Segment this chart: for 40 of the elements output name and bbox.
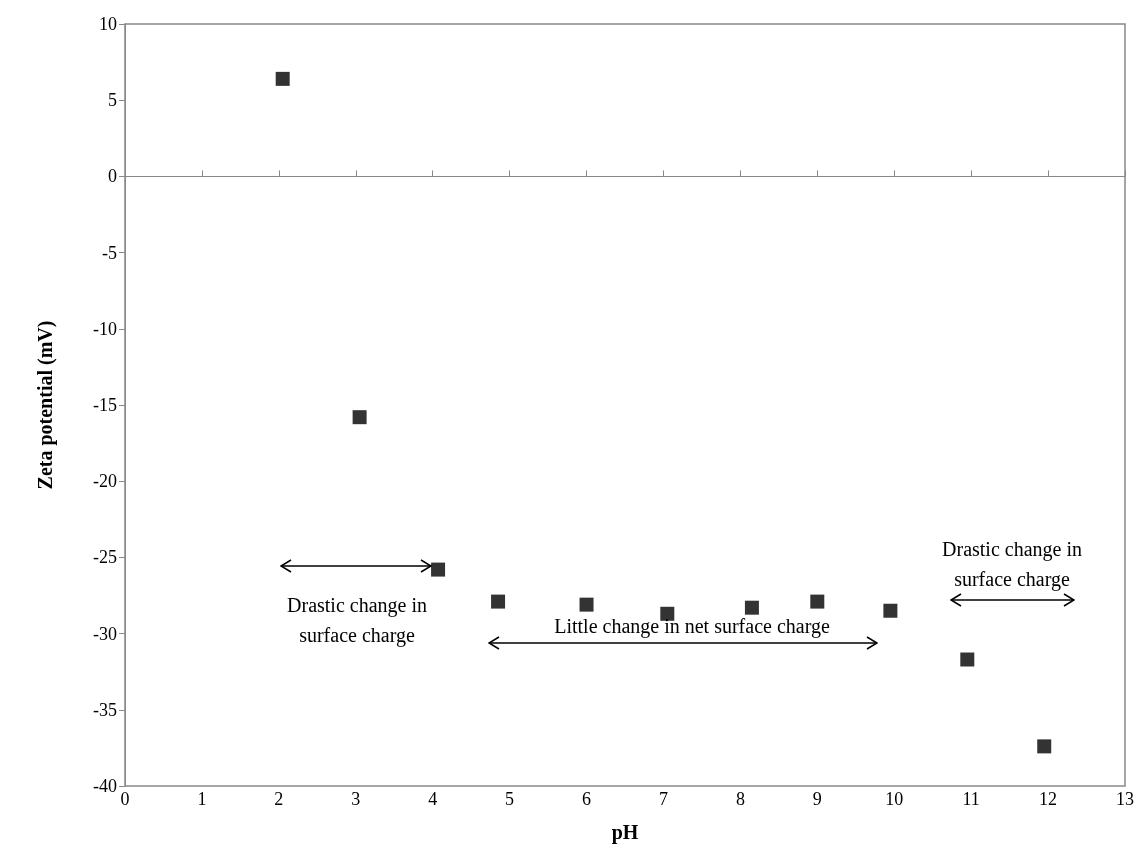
point [352,410,367,425]
x-tick-label: 4 [428,789,438,809]
point [1037,739,1052,754]
annotation: Drastic change in surface charge [942,538,1082,591]
y-tick-label: -25 [93,547,117,568]
y-tick-label: 5 [108,90,117,111]
point [744,600,759,615]
x-tick-label: 5 [505,789,515,809]
point [960,652,975,667]
point [883,603,898,618]
point [579,597,594,612]
point [431,562,446,577]
y-tick-label: -5 [102,242,117,263]
x-tick-label: 11 [962,789,980,809]
annotation: Drastic change in surface charge [287,594,427,647]
point [660,606,675,621]
x-tick-label: 13 [1116,789,1134,809]
x-tick-label: 8 [735,789,745,809]
point [491,594,506,609]
y-tick-label: -35 [93,699,117,720]
x-tick-label: 3 [351,789,361,809]
y-tick-label: -20 [93,471,117,492]
y-axis-title: Zeta potential (mV) [34,320,57,490]
y-tick-label: -10 [93,318,117,339]
x-tick-label: 9 [812,789,822,809]
x-tick-label: 12 [1039,789,1058,809]
annotation: Little change in net surface charge [554,615,830,638]
y-tick-label: 10 [99,14,117,34]
x-tick-label: 7 [658,789,668,809]
y-tick-label: -15 [93,395,117,415]
y-tick-label: 0 [108,166,117,187]
y-tick-label: -40 [93,776,117,796]
point [810,594,825,609]
point [275,71,290,86]
x-tick-label: 6 [582,789,592,809]
x-tick-label: 2 [274,789,284,809]
x-axis-title: pH [611,821,639,844]
y-tick-label: -30 [93,623,117,644]
x-tick-label: 10 [885,789,904,809]
x-tick-label: 1 [197,789,207,809]
